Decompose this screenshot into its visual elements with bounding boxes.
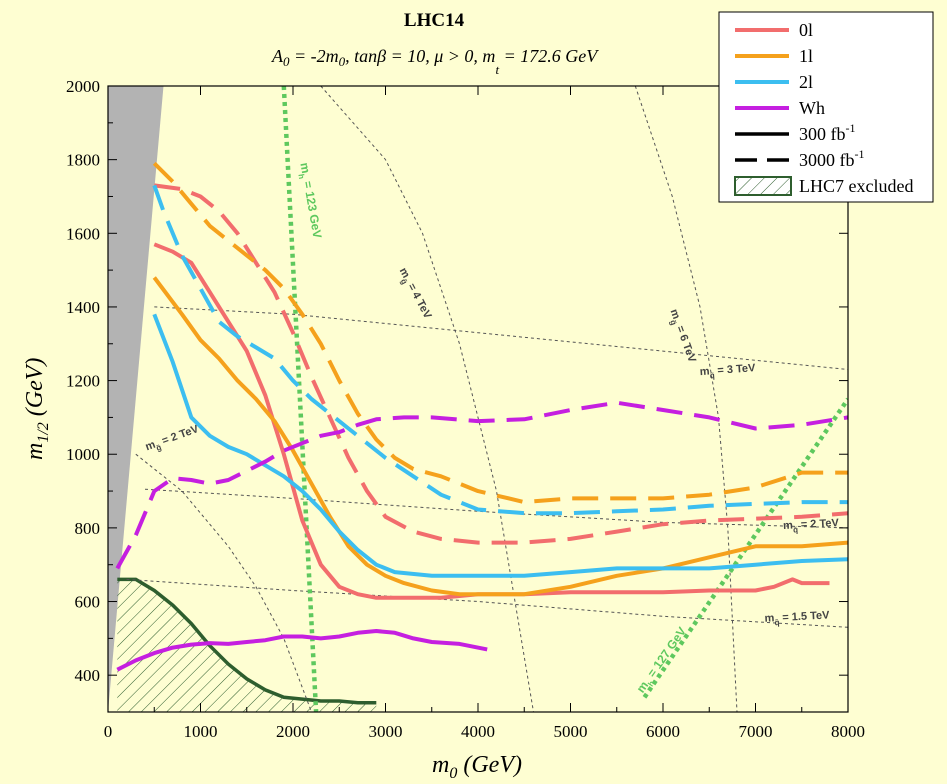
mass-contour-label: mg̃ = 4 TeV — [394, 266, 434, 323]
chart-title: LHC14 — [404, 10, 465, 31]
x-tick-label: 4000 — [461, 722, 495, 741]
legend-label: 3000 fb-1 — [799, 147, 865, 170]
x-tick-label: 8000 — [831, 722, 865, 741]
x-tick-label: 6000 — [646, 722, 680, 741]
y-tick-label: 1400 — [66, 298, 100, 317]
mass-contour-label: mq̃ = 1.5 TeV — [764, 609, 830, 627]
x-tick-label: 5000 — [554, 722, 588, 741]
legend-item: 3000 fb-1 — [735, 147, 865, 170]
mass-contour-label: mg̃ = 6 TeV — [665, 308, 698, 366]
mass-contour-line — [126, 578, 848, 628]
legend-item: 1l — [735, 46, 813, 66]
lhc7-excluded-region — [117, 579, 377, 712]
mass-contour-line — [144, 488, 848, 529]
higgs-mass-contour — [281, 86, 319, 712]
legend-label: 1l — [799, 46, 813, 66]
lhc7-excluded-boundary — [117, 577, 377, 705]
higgs-contour-label: mh = 127 GeV — [634, 625, 692, 698]
y-tick-label: 2000 — [66, 77, 100, 96]
legend-label: Wh — [799, 98, 825, 118]
mass-contour-label: mq̃ = 3 TeV — [699, 362, 756, 381]
legend-swatch — [734, 176, 792, 196]
legend-label: 2l — [799, 72, 813, 92]
mass-contour-line — [320, 86, 534, 712]
x-tick-label: 7000 — [739, 722, 773, 741]
higgs-contour-label: mh = 123 GeV — [294, 161, 324, 239]
x-tick-label: 0 — [104, 722, 113, 741]
legend-item: 2l — [735, 72, 813, 92]
legend: 0l 1l 2l Wh 300 fb-1 3000 fb-1 LHC7 excluded — [718, 11, 934, 203]
series-line-0l-3000fb — [154, 183, 848, 545]
svg-text:m1/2 (GeV): m1/2 (GeV) — [22, 358, 52, 460]
y-tick-label: 1200 — [66, 372, 100, 391]
legend-item: 300 fb-1 — [735, 121, 856, 144]
x-tick-label: 1000 — [184, 722, 218, 741]
series-line-2l-300fb — [152, 313, 848, 578]
legend-label: 300 fb-1 — [799, 121, 856, 144]
legend-item: LHC7 excluded — [734, 176, 913, 196]
y-tick-label: 1000 — [66, 445, 100, 464]
y-tick-label: 1800 — [66, 151, 100, 170]
series-line-Wh-300fb — [116, 629, 488, 672]
mass-contour-label: mq̃ = 2 TeV — [783, 517, 840, 535]
y-tick-label: 400 — [75, 666, 101, 685]
mass-contour-line — [135, 453, 312, 712]
axes: 0 1000 2000 3000 4000 5000 6000 7000 8000 400 600 8… — [66, 77, 865, 741]
series-line-1l-3000fb — [152, 161, 848, 505]
mass-contour-label: mg̃ = 2 TeV — [144, 423, 202, 456]
svg-text:m0 (GeV): m0 (GeV) — [432, 752, 522, 782]
y-tick-label: 800 — [75, 519, 101, 538]
y-tick-label: 600 — [75, 593, 101, 612]
series-line-1l-300fb — [152, 276, 848, 597]
y-tick-label: 1600 — [66, 224, 100, 243]
y-axis-label: m1/2 (GeV) — [22, 358, 52, 460]
chart-subtitle: A0 = -2m0, tanβ = 10, μ > 0, mt = 172.6 … — [271, 46, 599, 77]
mass-contour-line — [154, 306, 848, 370]
legend-item: Wh — [735, 98, 825, 118]
theory-excluded-region — [108, 86, 164, 712]
x-tick-label: 3000 — [369, 722, 403, 741]
series-line-2l-3000fb — [152, 184, 848, 516]
legend-item: 0l — [735, 20, 813, 40]
mass-contour-line — [634, 86, 738, 712]
legend-label: LHC7 excluded — [799, 176, 913, 196]
legend-label: 0l — [799, 20, 813, 40]
series-line-Wh-3000fb — [115, 400, 848, 570]
x-axis-label: m0 (GeV) — [432, 752, 522, 782]
x-tick-label: 2000 — [276, 722, 310, 741]
